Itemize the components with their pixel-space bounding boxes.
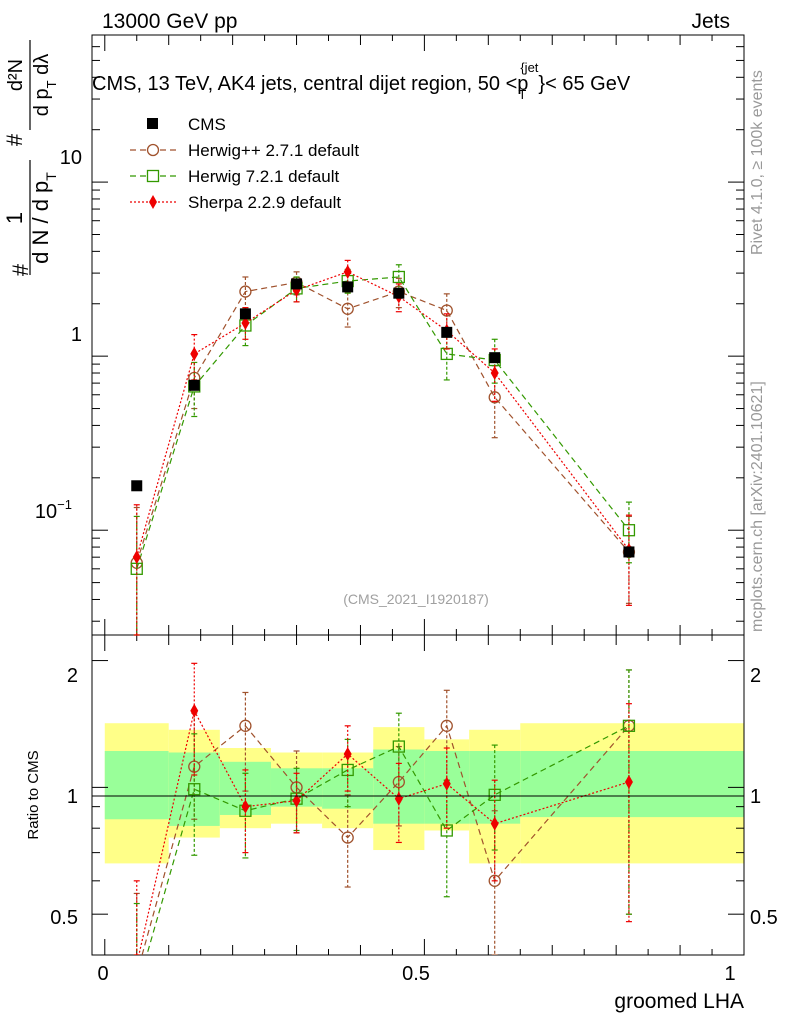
ratio-sherpa-2-2-9-default-point-7 [490, 816, 499, 831]
mcplots-label: mcplots.cern.ch [arXiv:2401.10621] [749, 381, 766, 632]
main-sherpa-2-2-9-default-point-1 [190, 346, 199, 361]
main-cms-point-3 [291, 278, 303, 290]
main-cms-group [131, 278, 635, 558]
legend-label-herwigpp: Herwig++ 2.7.1 default [188, 141, 359, 160]
legend-marker-sherpa [149, 195, 157, 209]
ratio-axis-ticks [92, 635, 745, 955]
ratio-sherpa-2-2-9-default-point-3 [292, 793, 301, 808]
legend-marker-cms [147, 118, 158, 129]
plot-title: CMS, 13 TeV, AK4 jets, central dijet reg… [92, 60, 631, 102]
ratio-ytick-label-1-right: 1 [750, 786, 761, 808]
ylabel-rden-text: d p [31, 88, 53, 116]
ytick-label-0.1: 10−1 [35, 497, 72, 523]
analysis-watermark: (CMS_2021_I1920187) [343, 591, 489, 607]
main-sherpa-2-2-9-default-point-4 [343, 264, 352, 279]
ytick-label-0.1-exp: −1 [57, 497, 72, 512]
main-cms-point-2 [239, 308, 251, 320]
main-herwig-2-7-1-default-point-2 [239, 285, 252, 298]
band-inner-0 [104, 750, 169, 820]
ratio-herwig-7-2-1-default-point-5 [392, 740, 405, 753]
main-sherpa-2-2-9-default-line [136, 271, 630, 558]
ytick-label-10: 10 [60, 147, 82, 169]
main-sherpa-2-2-9-default-point-2 [241, 316, 250, 331]
main-sherpa-2-2-9-default-point-7 [490, 366, 499, 381]
header-right: Jets [691, 10, 730, 33]
legend-label-cms: CMS [188, 115, 226, 134]
ratio-ytick-label-2-right: 2 [750, 665, 761, 687]
ratio-ytick-label-2: 2 [67, 665, 78, 687]
ratio-series-clipped [133, 662, 636, 955]
main-cms-point-7 [489, 352, 501, 364]
legend-marker-herwigpp [146, 143, 160, 157]
plot-title-sup: {jet [520, 60, 538, 75]
xtick-label-0: 0 [97, 963, 108, 985]
xtick-label-1: 1 [724, 963, 735, 985]
plot-title-pre: CMS, 13 TeV, AK4 jets, central dijet reg… [92, 73, 528, 95]
band-inner-8 [520, 750, 744, 818]
ratio-series-layer [133, 662, 636, 955]
ylabel-rnum: d²N [5, 59, 27, 91]
xlabel: groomed LHA [614, 990, 744, 1013]
main-sherpa-2-2-9-default-point-0 [132, 550, 141, 565]
ratio-ytick-label-0.5: 0.5 [50, 907, 78, 929]
ratio-sherpa-2-2-9-default-point-2 [241, 799, 250, 814]
ratio-herwig-2-7-1-default-point-2 [239, 719, 252, 732]
plot-title-post: }< 65 GeV [538, 73, 630, 95]
ratio-herwig-2-7-1-default-point-4 [341, 831, 354, 844]
main-herwig-2-7-1-default-point-6 [440, 304, 453, 317]
main-cms-point-8 [623, 546, 635, 558]
ytick-label-0.1-base: 10 [35, 501, 57, 523]
legend-marker-herwig7 [146, 169, 160, 183]
ratio-herwig-7-2-1-default-point-1 [188, 783, 201, 796]
ratio-sherpa-2-2-9-default-point-8 [624, 774, 633, 789]
ylabel-den: d N / d pT [28, 172, 59, 264]
main-ylabel: # 1 d N / d pT # d²N d pT dλ [2, 40, 59, 276]
main-cms-point-1 [188, 379, 200, 391]
ratio-ytick-label-1: 1 [67, 786, 78, 808]
ratio-sherpa-2-2-9-default-group [133, 662, 633, 955]
ratio-sherpa-2-2-9-default-point-1 [190, 703, 199, 718]
main-herwig-7-2-1-default-point-5 [392, 270, 405, 284]
ratio-ytick-label-0.5-right: 0.5 [750, 907, 778, 929]
rivet-label: Rivet 4.1.0, ≥ 100k events [749, 70, 766, 255]
header-left: 13000 GeV pp [102, 10, 237, 33]
ylabel-rden-post: dλ [31, 54, 53, 81]
legend-label-sherpa: Sherpa 2.2.9 default [188, 193, 341, 212]
ylabel-den-sub: T [43, 172, 59, 181]
main-herwig-2-7-1-default-point-7 [488, 391, 501, 404]
xtick-label-0.5: 0.5 [402, 963, 430, 985]
ratio-sherpa-2-2-9-default-point-6 [442, 776, 451, 791]
main-cms-point-5 [393, 287, 405, 299]
ratio-sherpa-2-2-9-default-point-4 [343, 747, 352, 762]
ylabel-hash-2: # [2, 133, 27, 146]
ylabel-hash-1: # [8, 263, 33, 276]
legend-label-herwig7: Herwig 7.2.1 default [188, 167, 339, 186]
ratio-plot-frame [91, 634, 745, 956]
ylabel-rden-sub: T [44, 80, 59, 88]
legend: CMS Herwig++ 2.7.1 default Herwig 7.2.1 … [130, 115, 359, 212]
main-cms-point-6 [441, 326, 453, 338]
plot-title-sub: T [518, 87, 526, 102]
main-series-layer [130, 259, 636, 636]
main-cms-point-0 [131, 480, 143, 492]
ylabel-den-text: d N / d p [28, 181, 53, 264]
ratio-herwig-2-7-1-default-point-7 [488, 874, 501, 887]
ratio-ylabel: Ratio to CMS [25, 750, 42, 839]
main-cms-point-4 [342, 281, 354, 293]
ylabel-rden: d pT dλ [31, 54, 59, 116]
ratio-sherpa-2-2-9-default-point-5 [394, 791, 403, 806]
ylabel-num: 1 [2, 212, 27, 224]
main-axis-ticks [92, 34, 745, 635]
main-herwig-2-7-1-default-point-4 [341, 302, 354, 315]
ytick-label-1: 1 [71, 324, 82, 346]
ratio-herwig-2-7-1-default-point-6 [440, 719, 453, 732]
